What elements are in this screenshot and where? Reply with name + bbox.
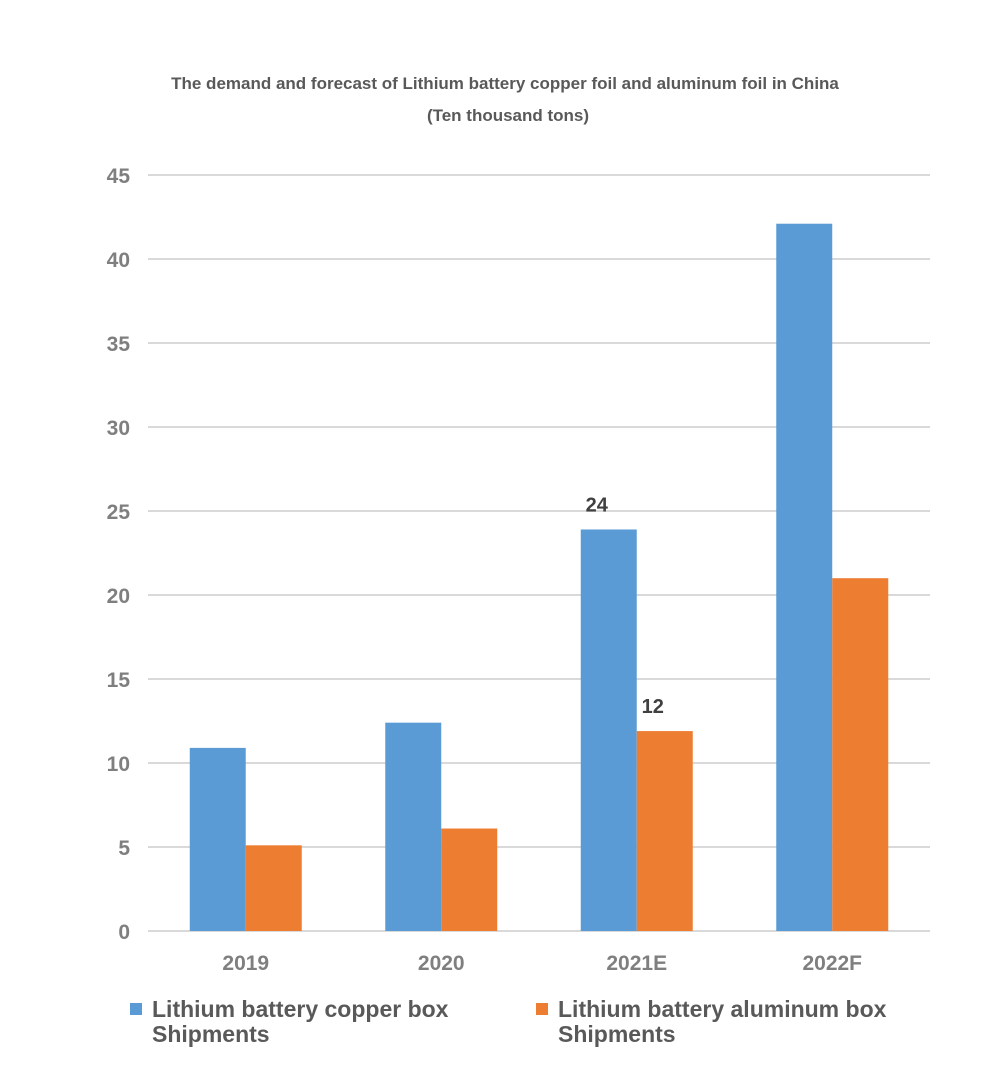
bar-copper-2021e <box>580 529 637 931</box>
legend-swatch <box>130 1003 142 1015</box>
y-tick-label: 30 <box>107 417 130 440</box>
bars <box>189 223 889 932</box>
bar-aluminum-2019 <box>245 845 302 931</box>
data-label: 24 <box>586 494 609 516</box>
legend-label: Shipments <box>558 1021 676 1047</box>
x-category-label: 2019 <box>222 952 269 975</box>
bar-copper-2020 <box>385 722 442 931</box>
y-axis-tick-labels: 0 5 10 15 20 25 30 35 40 45 <box>107 165 131 944</box>
bar-aluminum-2022f <box>832 578 889 931</box>
x-category-label: 2022F <box>802 952 862 975</box>
x-category-label: 2020 <box>418 952 465 975</box>
bar-copper-2019 <box>189 747 246 931</box>
legend-label: Lithium battery aluminum box <box>558 996 887 1022</box>
y-tick-label: 20 <box>107 585 130 608</box>
bar-copper-2022f <box>776 223 833 932</box>
chart-title: The demand and forecast of Lithium batte… <box>171 74 839 93</box>
legend-swatch <box>536 1003 548 1015</box>
chart-subtitle: (Ten thousand tons) <box>427 106 589 125</box>
y-tick-label: 40 <box>107 249 130 272</box>
y-tick-label: 5 <box>118 837 130 860</box>
legend-label: Shipments <box>152 1021 270 1047</box>
y-tick-label: 15 <box>107 669 131 692</box>
y-tick-label: 25 <box>107 501 131 524</box>
y-tick-label: 0 <box>118 921 130 944</box>
y-tick-label: 45 <box>107 165 131 188</box>
bar-aluminum-2020 <box>441 828 498 931</box>
x-category-label: 2021E <box>606 952 667 975</box>
legend-label: Lithium battery copper box <box>152 996 449 1022</box>
legend: Lithium battery copper boxShipmentsLithi… <box>130 996 887 1047</box>
y-tick-label: 10 <box>107 753 130 776</box>
data-labels: 24 12 <box>586 494 664 718</box>
data-label: 12 <box>642 696 664 718</box>
x-axis-category-labels: 2019 2020 2021E 2022F <box>222 952 862 975</box>
y-tick-label: 35 <box>107 333 131 356</box>
bar-aluminum-2021e <box>636 731 693 931</box>
